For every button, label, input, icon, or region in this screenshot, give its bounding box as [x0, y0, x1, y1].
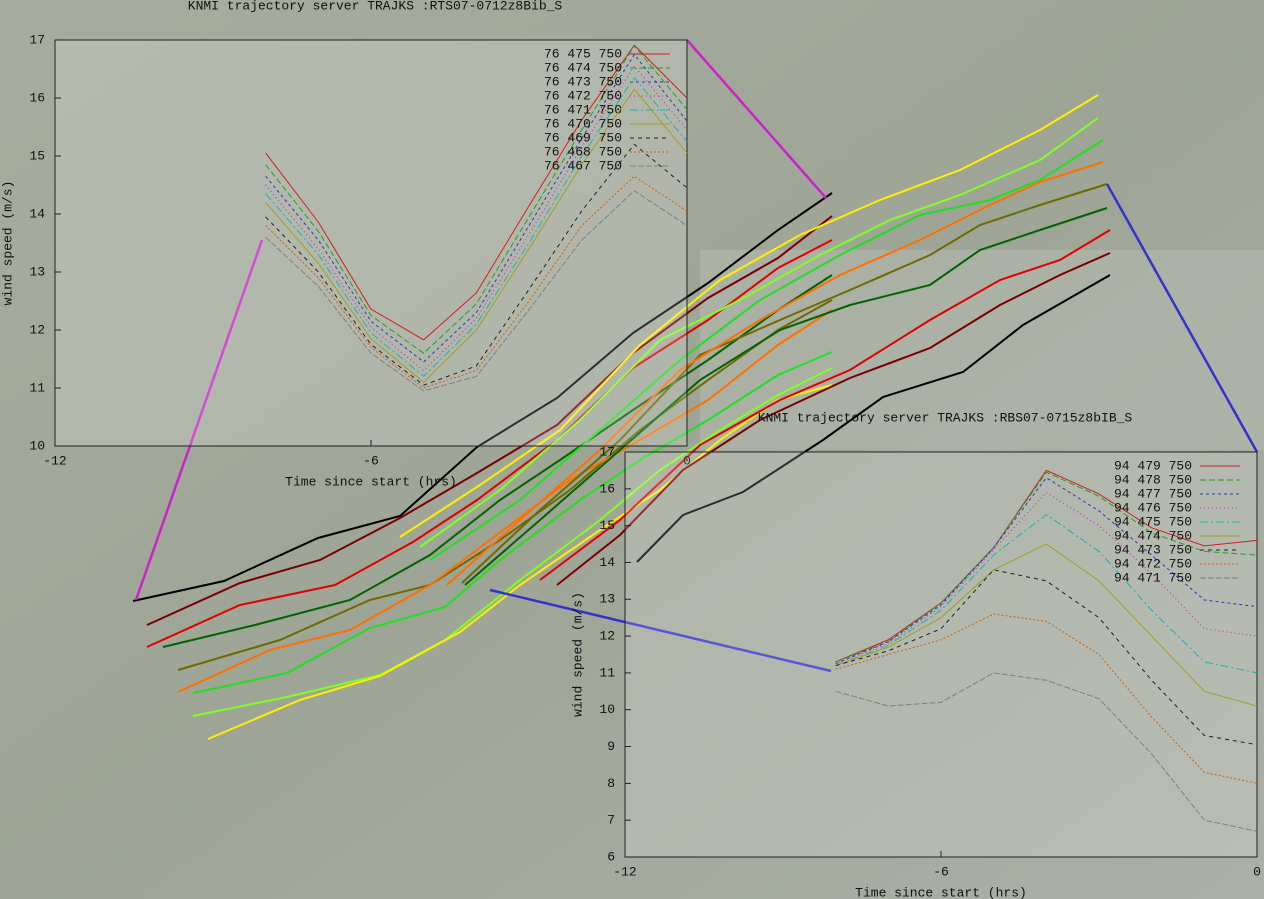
series-line	[835, 491, 1258, 665]
legend-label: 94 473 750	[1114, 542, 1192, 557]
x-tick-label: 0	[683, 453, 691, 468]
trajectory	[207, 384, 833, 740]
trajectory	[162, 274, 833, 648]
y-tick-label: 14	[599, 555, 615, 570]
y-tick-label: 10	[599, 702, 615, 717]
legend-label: 76 472 750	[544, 88, 622, 103]
legend-label: 76 475 750	[544, 46, 622, 61]
y-tick-label: 9	[607, 739, 615, 754]
y-tick-label: 11	[599, 665, 615, 680]
connector	[489, 588, 832, 673]
legend-label: 94 476 750	[1114, 500, 1192, 515]
legend-label: 76 469 750	[544, 130, 622, 145]
y-tick-label: 8	[607, 776, 615, 791]
series-line	[265, 44, 688, 354]
series-line	[265, 190, 688, 392]
y-tick-label: 17	[29, 32, 45, 47]
y-tick-label: 17	[599, 444, 615, 459]
series-line	[835, 471, 1258, 663]
legend-label: 94 479 750	[1114, 458, 1192, 473]
x-axis-label: Time since start (hrs)	[285, 474, 457, 489]
series-line	[265, 53, 688, 363]
y-tick-label: 12	[599, 629, 615, 644]
trajectories	[132, 39, 1259, 740]
plot-area	[54, 39, 688, 447]
trajectory	[192, 351, 833, 694]
series-line	[835, 469, 1258, 663]
y-tick-label: 15	[29, 148, 45, 163]
x-tick-label: 0	[1253, 864, 1261, 879]
y-tick-label: 6	[607, 849, 615, 864]
x-tick-label: -6	[933, 864, 949, 879]
map-mountains	[700, 250, 1264, 450]
legend-label: 94 474 750	[1114, 528, 1192, 543]
trajectory	[419, 117, 1099, 548]
trajectory	[146, 215, 833, 626]
x-tick-label: -12	[43, 453, 66, 468]
y-tick-label: 15	[599, 518, 615, 533]
trajectory	[399, 94, 1099, 538]
series-line	[265, 143, 688, 386]
series-line	[835, 569, 1258, 746]
y-tick-label: 13	[29, 264, 45, 279]
y-tick-label: 14	[29, 206, 45, 221]
trajectory	[132, 192, 833, 602]
chart-title: KNMI trajectory server TRAJKS :RBS07-071…	[758, 410, 1133, 425]
trajectory	[146, 239, 833, 648]
x-tick-label: -6	[363, 453, 379, 468]
legend-label: 76 468 750	[544, 144, 622, 159]
y-axis-label: wind speed (m/s)	[570, 592, 585, 717]
legend-label: 94 478 750	[1114, 472, 1192, 487]
y-tick-label: 16	[29, 90, 45, 105]
series-line	[835, 613, 1258, 784]
connector	[134, 239, 264, 601]
y-tick-label: 7	[607, 813, 615, 828]
connector	[1105, 183, 1259, 453]
y-tick-label: 12	[29, 322, 45, 337]
series-line	[265, 76, 688, 378]
trajectory	[429, 139, 1104, 561]
y-tick-label: 11	[29, 380, 45, 395]
legend-label: 94 475 750	[1114, 514, 1192, 529]
legend-label: 76 473 750	[544, 74, 622, 89]
trajectory	[464, 207, 1108, 586]
trajectory	[192, 367, 833, 717]
series-line	[265, 88, 688, 383]
legend-label: 76 467 750	[544, 158, 622, 173]
plot-area	[624, 451, 1258, 858]
y-axis-label: wind speed (m/s)	[0, 181, 15, 306]
series-line	[835, 513, 1258, 674]
trajectory	[461, 183, 1108, 584]
trajectory	[636, 274, 1111, 563]
x-tick-label: -12	[613, 864, 636, 879]
trajectory	[446, 161, 1104, 586]
y-tick-label: 10	[29, 438, 45, 453]
connector	[686, 39, 827, 199]
legend-label: 94 477 750	[1114, 486, 1192, 501]
series-line	[835, 543, 1258, 707]
chart-title: KNMI trajectory server TRAJKS :RTS07-071…	[188, 0, 563, 13]
y-tick-label: 16	[599, 481, 615, 496]
legend-label: 76 471 750	[544, 102, 622, 117]
y-tick-label: 13	[599, 592, 615, 607]
legend-label: 76 474 750	[544, 60, 622, 75]
legend-label: 76 470 750	[544, 116, 622, 131]
series-line	[835, 477, 1258, 665]
legend-label: 94 471 750	[1114, 570, 1192, 585]
trajectory	[556, 252, 1111, 586]
series-line	[835, 672, 1258, 832]
legend-label: 94 472 750	[1114, 556, 1192, 571]
x-axis-label: Time since start (hrs)	[855, 885, 1027, 899]
trajectory	[539, 229, 1111, 581]
series-line	[265, 44, 688, 341]
